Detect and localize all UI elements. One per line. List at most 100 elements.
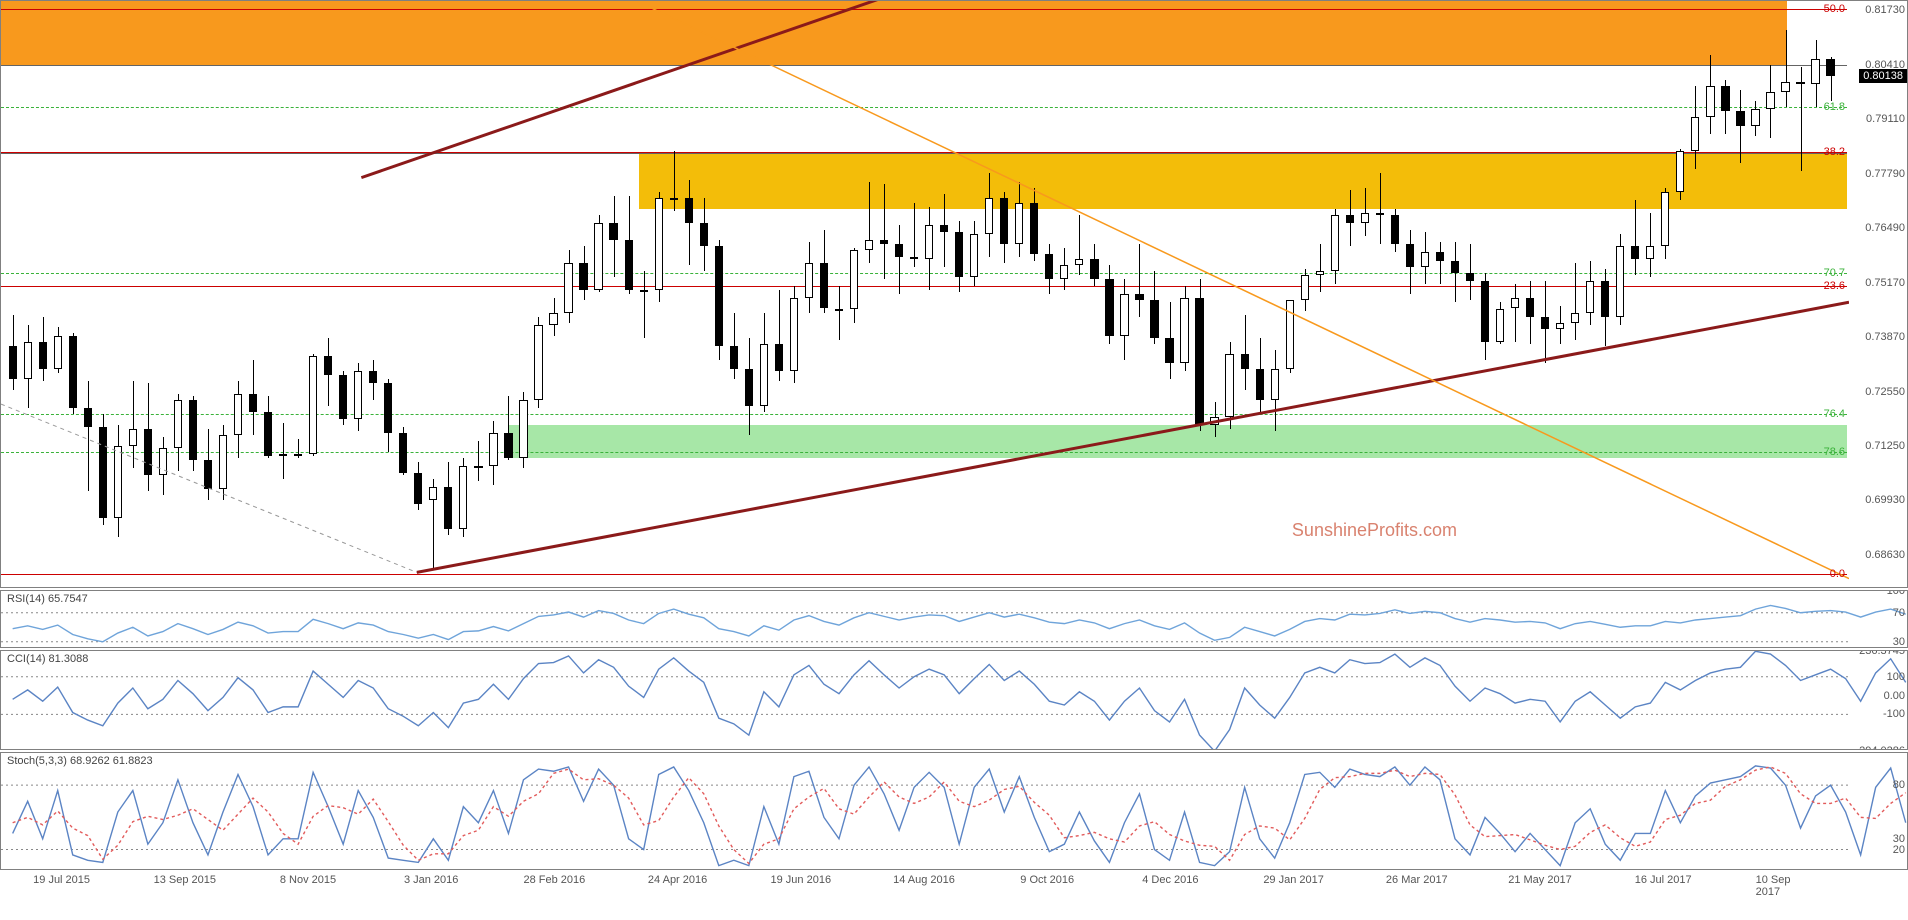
fib-line xyxy=(1,574,1847,575)
candle-body xyxy=(955,232,963,278)
candle-body xyxy=(1075,259,1083,265)
indicator-y-tick: 20 xyxy=(1893,844,1905,856)
candle-body xyxy=(159,448,167,475)
candle-wick xyxy=(1079,215,1080,275)
candle-wick xyxy=(1470,244,1471,300)
indicator-y-tick: 0.00 xyxy=(1884,690,1905,702)
candle-body xyxy=(1736,111,1744,126)
candle-body xyxy=(1316,271,1324,275)
candle-wick xyxy=(1575,263,1576,340)
fib-label: 76.4 xyxy=(1824,408,1845,420)
candle-body xyxy=(1436,252,1444,260)
candle-wick xyxy=(1515,284,1516,342)
rsi-label: RSI(14) 65.7547 xyxy=(7,593,88,605)
candle-body xyxy=(880,240,888,244)
candle-body xyxy=(579,263,587,290)
cci-panel[interactable]: CCI(14) 81.3088 236.37451000.00-100-294.… xyxy=(0,650,1908,750)
green-zone xyxy=(509,425,1847,458)
candle-body xyxy=(1706,86,1714,117)
fib-line xyxy=(1,107,1847,108)
fib-line xyxy=(1,9,1847,10)
rsi-panel[interactable]: RSI(14) 65.7547 1007030 xyxy=(0,590,1908,648)
y-tick: 0.75170 xyxy=(1865,277,1905,289)
stoch-panel[interactable]: Stoch(5,3,3) 68.9262 61.8823 803020 xyxy=(0,752,1908,870)
indicator-y-tick: 100 xyxy=(1887,591,1905,597)
candle-body xyxy=(790,298,798,371)
candle-body xyxy=(594,223,602,289)
candle-body xyxy=(459,466,467,528)
candle-body xyxy=(174,400,182,448)
rsi-line xyxy=(13,606,1906,642)
candle-body xyxy=(279,454,287,456)
candle-wick xyxy=(478,441,479,480)
candle-body xyxy=(1751,109,1759,126)
candle-body xyxy=(1301,275,1309,300)
candle-body xyxy=(534,325,542,400)
candle-body xyxy=(114,446,122,519)
candle-wick xyxy=(1365,188,1366,236)
y-tick: 0.68630 xyxy=(1865,549,1905,561)
candle-body xyxy=(1661,192,1669,246)
cci-line xyxy=(13,651,1906,749)
fib-label: 70.7 xyxy=(1824,267,1845,279)
candle-wick xyxy=(1139,244,1140,317)
fib-label: 23.6 xyxy=(1824,280,1845,292)
candle-body xyxy=(144,429,152,475)
x-tick: 19 Jul 2015 xyxy=(33,874,90,916)
candle-body xyxy=(1000,198,1008,244)
candle-body xyxy=(219,435,227,489)
candle-body xyxy=(1421,252,1429,267)
candle-body xyxy=(1195,298,1203,425)
candle-body xyxy=(1586,281,1594,312)
y-tick: 0.71250 xyxy=(1865,440,1905,452)
indicator-y-tick: 80 xyxy=(1893,779,1905,791)
fib-line xyxy=(1,414,1847,415)
candle-body xyxy=(1721,86,1729,111)
candle-body xyxy=(670,198,678,200)
candle-wick xyxy=(1635,200,1636,275)
candle-body xyxy=(1796,82,1804,84)
stoch-plot xyxy=(1,753,1907,869)
candle-body xyxy=(685,198,693,223)
candle-body xyxy=(324,356,332,375)
candle-body xyxy=(1691,117,1699,150)
fib-label: 61.8 xyxy=(1824,101,1845,113)
candle-body xyxy=(1135,294,1143,300)
x-tick: 13 Sep 2015 xyxy=(154,874,216,916)
candle-wick xyxy=(899,225,900,294)
y-tick: 0.79110 xyxy=(1866,113,1905,125)
candle-wick xyxy=(1786,30,1787,107)
candle-body xyxy=(1826,59,1834,76)
indicator-y-tick: 100 xyxy=(1887,671,1905,683)
y-tick: 0.81730 xyxy=(1865,4,1905,16)
candle-wick xyxy=(839,286,840,340)
candle-body xyxy=(970,234,978,278)
candle-body xyxy=(234,394,242,436)
candle-body xyxy=(309,356,317,454)
candle-body xyxy=(399,433,407,472)
candle-body xyxy=(1210,417,1218,425)
candle-body xyxy=(940,225,948,231)
candle-body xyxy=(1496,309,1504,342)
cci-plot xyxy=(1,651,1907,749)
stoch-d xyxy=(13,767,1906,864)
chart-root: AUDUSD,Weekly 0.805538 0.805561 0.795535… xyxy=(0,0,1908,920)
cci-label: CCI(14) 81.3088 xyxy=(7,653,88,665)
candle-body xyxy=(1766,92,1774,109)
candle-body xyxy=(414,473,422,504)
candle-body xyxy=(609,223,617,240)
candle-body xyxy=(564,263,572,313)
indicator-y-tick: -294.0286 xyxy=(1855,745,1905,749)
price-panel[interactable]: AUDUSD,Weekly 0.805538 0.805561 0.795535… xyxy=(0,0,1908,588)
candle-body xyxy=(69,336,77,409)
candle-body xyxy=(895,244,903,256)
fib-line xyxy=(1,273,1847,274)
x-tick: 14 Aug 2016 xyxy=(893,874,955,916)
candle-body xyxy=(204,460,212,489)
fib-label: 0.0 xyxy=(1830,568,1845,580)
candle-body xyxy=(1361,213,1369,223)
candle-body xyxy=(1165,338,1173,363)
stoch-label: Stoch(5,3,3) 68.9262 61.8823 xyxy=(7,755,153,767)
candle-wick xyxy=(1440,242,1441,284)
candle-body xyxy=(504,433,512,458)
